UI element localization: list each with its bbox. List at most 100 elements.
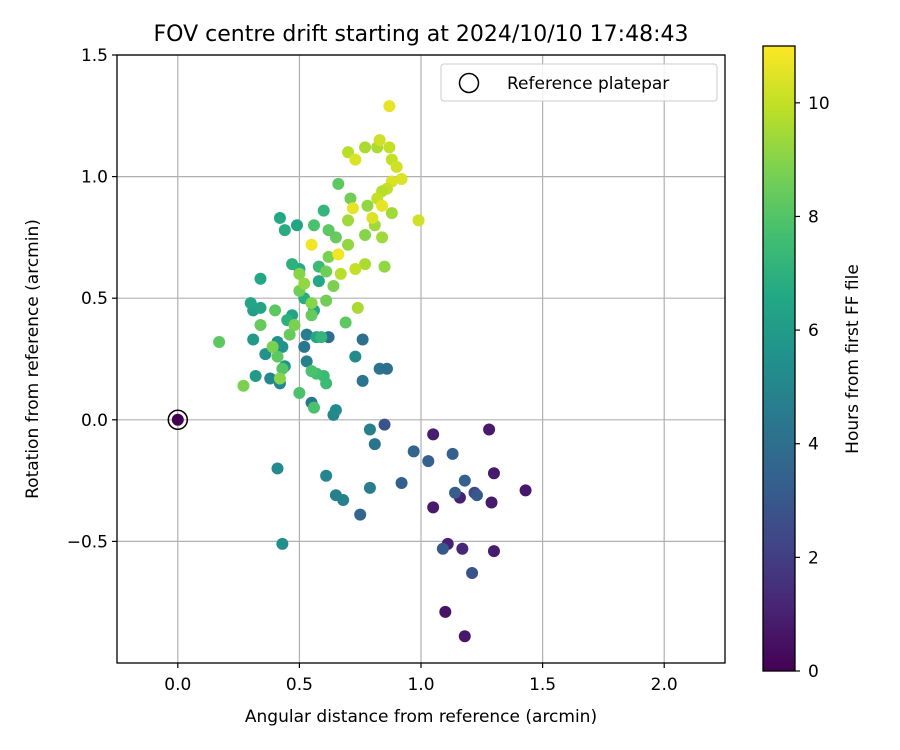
data-point xyxy=(359,141,372,154)
data-point xyxy=(300,355,313,368)
colorbar-tick-label: 4 xyxy=(808,435,819,455)
data-point xyxy=(247,333,260,346)
data-point xyxy=(368,438,381,451)
data-point xyxy=(395,477,408,490)
colorbar: 0 2 4 6 8 10 Hours from first FF file xyxy=(762,45,863,682)
data-point xyxy=(342,214,355,227)
data-point xyxy=(276,537,289,550)
chart-title: FOV centre drift starting at 2024/10/10 … xyxy=(154,22,689,47)
data-point xyxy=(334,267,347,280)
colorbar-frame xyxy=(762,45,796,672)
colorbar-label: Hours from first FF file xyxy=(843,264,863,454)
data-point xyxy=(300,328,313,341)
data-point xyxy=(332,248,345,261)
data-point xyxy=(363,481,376,494)
grid-lines xyxy=(117,54,725,663)
data-point xyxy=(344,192,357,205)
data-point xyxy=(213,335,226,348)
data-point xyxy=(278,224,291,237)
x-axis-ticks: 0.0 0.5 1.0 1.5 2.0 xyxy=(164,663,678,695)
data-point xyxy=(373,134,386,147)
reference-ring xyxy=(167,409,189,431)
data-point xyxy=(351,301,364,314)
reference-point xyxy=(171,413,184,426)
data-point xyxy=(315,331,328,344)
data-point xyxy=(266,340,279,353)
data-point xyxy=(356,374,369,387)
data-point xyxy=(283,328,296,341)
data-point xyxy=(254,318,267,331)
data-point xyxy=(298,277,311,290)
data-point xyxy=(422,455,435,468)
x-tick-label: 0.0 xyxy=(164,675,191,695)
data-point xyxy=(456,542,469,555)
data-point xyxy=(385,207,398,220)
data-point xyxy=(363,423,376,436)
data-point xyxy=(307,401,320,414)
data-point xyxy=(305,297,318,310)
data-point xyxy=(269,304,282,317)
y-tick-label: 0.0 xyxy=(81,411,108,431)
data-point xyxy=(298,340,311,353)
data-point xyxy=(427,501,440,514)
data-point xyxy=(271,350,284,363)
data-point xyxy=(273,211,286,224)
data-point xyxy=(378,260,391,273)
data-point xyxy=(349,153,362,166)
x-tick-label: 2.0 xyxy=(651,675,678,695)
data-point xyxy=(276,362,289,375)
data-point xyxy=(329,489,342,502)
data-point xyxy=(249,370,262,383)
data-point xyxy=(427,428,440,441)
data-point xyxy=(329,404,342,417)
colorbar-tick-label: 0 xyxy=(808,662,819,682)
data-point xyxy=(288,318,301,331)
data-point xyxy=(483,423,496,436)
data-point xyxy=(327,280,340,293)
data-point xyxy=(349,350,362,363)
data-point xyxy=(346,202,359,215)
data-point xyxy=(470,489,483,502)
data-point xyxy=(339,316,352,329)
data-point xyxy=(305,365,318,378)
data-point xyxy=(320,377,333,390)
data-point xyxy=(271,462,284,475)
y-axis-ticks: −0.5 0.0 0.5 1.0 1.5 xyxy=(67,46,117,552)
data-point xyxy=(436,542,449,555)
data-point xyxy=(293,267,306,280)
legend: Reference platepar xyxy=(440,63,718,102)
data-point xyxy=(466,567,479,580)
x-axis-label: Angular distance from reference (arcmin) xyxy=(245,707,597,727)
data-point xyxy=(293,387,306,400)
data-point xyxy=(458,474,471,487)
data-point xyxy=(359,258,372,271)
data-point xyxy=(320,265,333,278)
data-point xyxy=(366,211,379,224)
data-point xyxy=(519,484,532,497)
data-point xyxy=(332,177,345,190)
data-point xyxy=(378,418,391,431)
data-point xyxy=(317,204,330,217)
data-point xyxy=(395,173,408,186)
data-points xyxy=(213,100,532,643)
data-point xyxy=(329,231,342,244)
data-point xyxy=(342,238,355,251)
data-point xyxy=(237,379,250,392)
y-tick-label: 1.5 xyxy=(81,46,108,66)
data-point xyxy=(322,224,335,237)
x-tick-label: 1.5 xyxy=(529,675,556,695)
data-point xyxy=(361,199,374,212)
data-point xyxy=(354,508,367,521)
data-point xyxy=(383,100,396,113)
data-point xyxy=(276,340,289,353)
data-point xyxy=(244,297,257,310)
data-point xyxy=(305,309,318,322)
data-point xyxy=(320,294,333,307)
data-point xyxy=(449,486,462,499)
data-point xyxy=(439,605,452,618)
data-point xyxy=(342,146,355,159)
data-point xyxy=(254,272,267,285)
x-tick-label: 0.5 xyxy=(286,675,313,695)
data-point xyxy=(307,219,320,232)
data-point xyxy=(356,333,369,346)
